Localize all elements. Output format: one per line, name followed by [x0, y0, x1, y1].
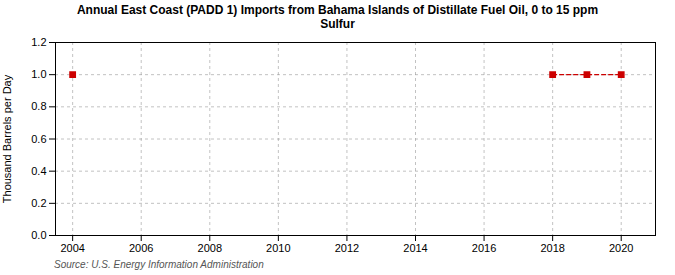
svg-text:2006: 2006 — [129, 242, 153, 254]
html-text:Source: U.S. Energy Informatio: Source: U.S. Energy Information Administ… — [54, 258, 264, 270]
svg-text:1.0: 1.0 — [31, 68, 46, 80]
svg-text:0.6: 0.6 — [31, 132, 46, 144]
svg-text:2020: 2020 — [609, 242, 633, 254]
svg-text:0.8: 0.8 — [31, 100, 46, 112]
svg-text:2014: 2014 — [403, 242, 427, 254]
svg-text:2010: 2010 — [266, 242, 290, 254]
svg-text:2004: 2004 — [60, 242, 84, 254]
svg-text:0.0: 0.0 — [31, 229, 46, 241]
svg-text:2012: 2012 — [335, 242, 359, 254]
html-text:Annual East Coast (PADD 1) Imp: Annual East Coast (PADD 1) Imports from … — [76, 3, 599, 32]
svg-text:2018: 2018 — [540, 242, 564, 254]
svg-text:Thousand Barrels per Day: Thousand Barrels per Day — [1, 74, 13, 203]
svg-text:1.2: 1.2 — [31, 36, 46, 48]
svg-text:2016: 2016 — [472, 242, 496, 254]
svg-text:0.4: 0.4 — [31, 164, 46, 176]
svg-text:2008: 2008 — [198, 242, 222, 254]
svg-text:0.2: 0.2 — [31, 197, 46, 209]
